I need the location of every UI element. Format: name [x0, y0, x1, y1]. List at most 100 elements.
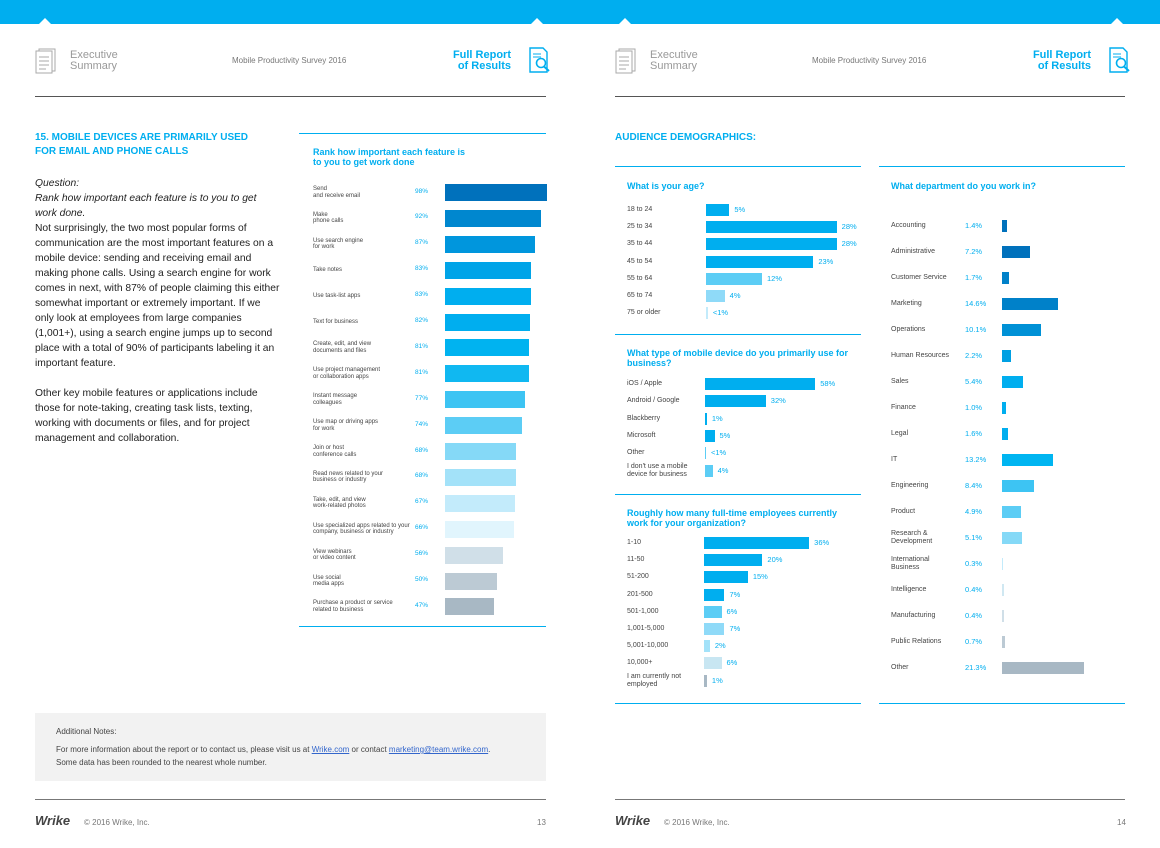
chart-bar — [704, 674, 707, 687]
document-icon[interactable] — [35, 48, 57, 74]
full-report-link[interactable]: Full Report of Results — [430, 50, 511, 72]
chart-row-label: I am currently not employed — [627, 672, 682, 688]
chart-value-label: 81% — [415, 368, 429, 376]
chart-value-label: 5.1% — [965, 533, 983, 542]
chart-bar — [706, 221, 837, 234]
chart-bar — [445, 546, 504, 564]
chart-value-label: 67% — [415, 498, 429, 506]
chart-row-label: Other — [891, 664, 909, 671]
section-heading-line-1: 15. MOBILE DEVICES ARE PRIMARILY USED — [35, 132, 249, 143]
survey-title: Mobile Productivity Survey 2016 — [232, 56, 347, 65]
chart-value-label: 56% — [415, 550, 429, 558]
chart-value-label: 74% — [415, 420, 429, 428]
chart-bar — [445, 209, 541, 227]
page-number: 13 — [537, 818, 546, 827]
chart-row-label: Product — [891, 508, 916, 515]
chart-bar — [704, 537, 810, 549]
executive-summary-link[interactable]: Executive Summary — [70, 50, 118, 72]
document-icon[interactable] — [615, 48, 637, 74]
chart-row-label: 1,001-5,000 — [627, 625, 665, 632]
chart-bar — [704, 554, 763, 567]
chart-bar — [1002, 324, 1042, 336]
banner-notch — [1111, 18, 1123, 24]
wrike-link[interactable]: Wrike.com — [311, 745, 350, 754]
chart-row-label: Public Relations — [891, 638, 942, 645]
chart-row-label: Read news related to your business or ind… — [313, 470, 384, 484]
banner-notch — [39, 18, 51, 24]
chart-value-label: 1.7% — [965, 273, 983, 282]
report-line-2: of Results — [1037, 60, 1091, 72]
chart-bottom-rule — [299, 626, 546, 627]
chart-row-label: 35 to 44 — [627, 240, 653, 248]
chart-bar — [706, 238, 837, 251]
executive-summary-link[interactable]: Executive Summary — [650, 50, 698, 72]
chart-row-label: 25 to 34 — [627, 223, 653, 231]
chart-value-label: 21.3% — [965, 663, 987, 672]
chart-bar — [704, 588, 725, 601]
chart-value-label: 6% — [726, 658, 738, 668]
chart-row-label: Take notes — [313, 266, 343, 273]
chart-value-label: 0.7% — [965, 637, 983, 646]
chart-row-label: View webinars or video content — [313, 548, 356, 562]
chart-bar — [705, 429, 715, 442]
chart-row-label: Text for business — [313, 318, 359, 325]
chart-bar — [445, 184, 547, 201]
chart-value-label: 5% — [719, 430, 731, 440]
chart-bar — [445, 572, 497, 590]
chart-bar — [445, 417, 522, 435]
chart-top-rule — [615, 334, 861, 335]
chart-bar — [706, 255, 814, 268]
chart-row-label: 45 to 54 — [627, 257, 653, 265]
chart-value-label: 0.4% — [965, 585, 983, 594]
paragraph-2: Other key mobile features or application… — [35, 388, 258, 444]
chart-row-label: Other — [627, 449, 645, 457]
chart-bar — [1002, 506, 1021, 518]
exec-line-2: Summary — [70, 60, 118, 72]
report-search-icon[interactable] — [528, 47, 552, 74]
chart-bar — [704, 640, 710, 653]
report-line-1: Full Report — [452, 49, 511, 61]
report-line-1: Full Report — [1032, 49, 1091, 61]
chart-bar — [705, 378, 816, 390]
chart-row-label: Administrative — [891, 248, 935, 255]
chart-row-label: 201-500 — [627, 590, 653, 598]
chart-bar — [706, 307, 708, 320]
chart-value-label: 1.0% — [965, 403, 983, 412]
chart-bar — [445, 313, 531, 331]
chart-value-label: 77% — [415, 394, 429, 402]
chart-row-label: Use task-list apps — [313, 292, 361, 299]
chart-value-label: <1% — [711, 448, 727, 458]
chart-bar — [1002, 610, 1004, 622]
full-report-link[interactable]: Full Report of Results — [1010, 50, 1091, 72]
chart-value-label: 5.4% — [965, 377, 983, 386]
chart-row-label: 10,000+ — [627, 659, 653, 667]
chart-value-label: 36% — [814, 538, 830, 547]
question-label: Question: — [35, 178, 80, 189]
chart-bar — [1002, 350, 1011, 362]
exec-line-1: Executive — [650, 49, 698, 61]
chart-row-label: Customer Service — [891, 274, 947, 281]
page-number: 14 — [1117, 818, 1126, 827]
email-link[interactable]: marketing@team.wrike.com — [388, 745, 489, 754]
chart-bar — [705, 447, 706, 460]
chart-bar — [445, 494, 515, 512]
chart-row-label: Use specialized apps related to your comp… — [313, 522, 410, 536]
chart-bar — [1002, 272, 1009, 284]
chart-value-label: 2.2% — [965, 351, 983, 360]
chart-title: What department do you work in? — [891, 181, 1037, 191]
wrike-logo[interactable]: Wrike — [615, 813, 651, 828]
chart-bar — [1002, 428, 1009, 440]
chart-value-label: 5% — [734, 205, 746, 214]
report-search-icon[interactable] — [1108, 47, 1132, 74]
chart-value-label: 7% — [729, 589, 741, 599]
banner-notch — [531, 18, 543, 24]
wrike-logo[interactable]: Wrike — [35, 813, 71, 828]
footer-divider — [35, 799, 546, 800]
chart-bar — [445, 365, 530, 383]
chart-value-label: 0.3% — [965, 559, 983, 568]
survey-title: Mobile Productivity Survey 2016 — [812, 56, 927, 65]
chart-bar — [1002, 298, 1059, 310]
chart-value-label: 47% — [415, 601, 429, 609]
chart-value-label: 6% — [726, 606, 738, 616]
chart-row-label: 55 to 64 — [627, 274, 653, 282]
